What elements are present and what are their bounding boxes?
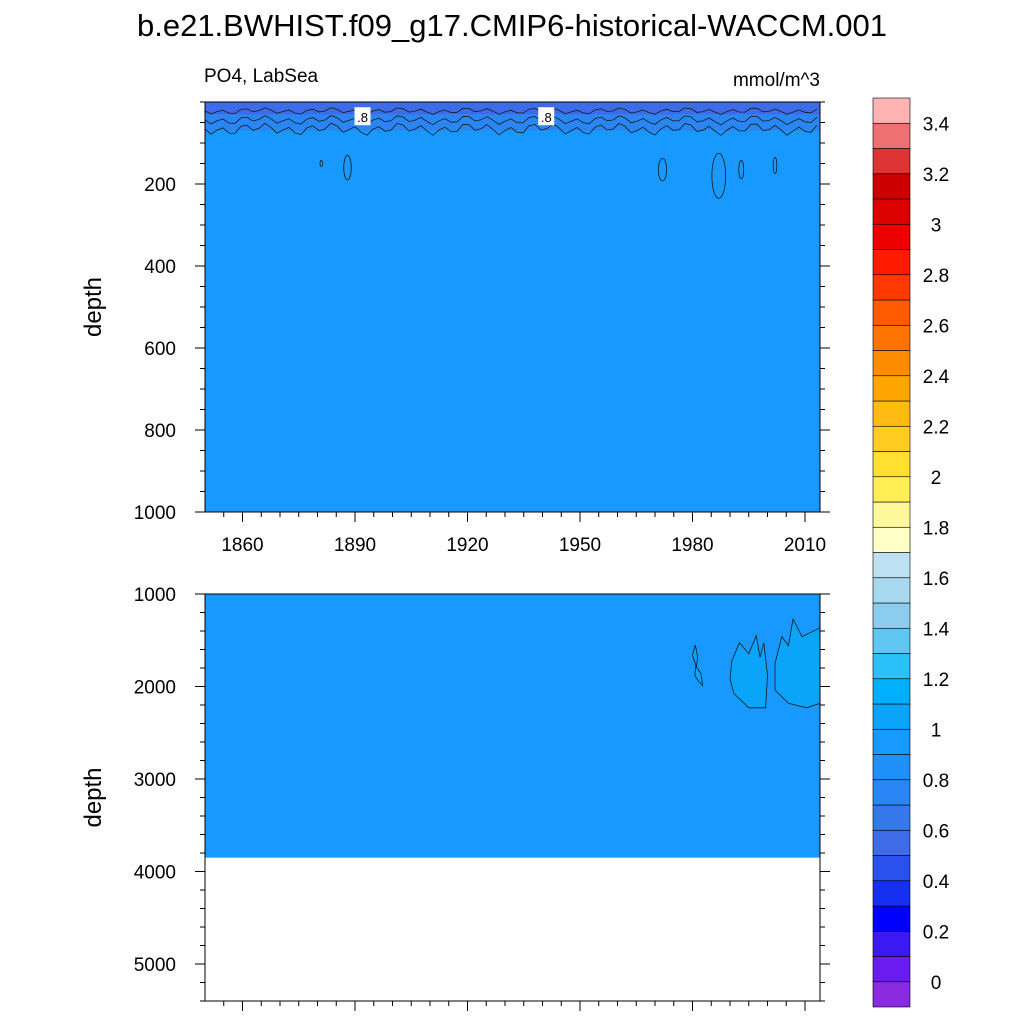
colorbar: 0 0.2 0.4 0.6 0.8 1 1.2 1.4 1.6 1.8 2 2.2 2.4 2.6 2.8 3… bbox=[872, 97, 950, 1008]
contour-line bbox=[204, 122, 818, 136]
figure-title: b.e21.BWHIST.f09_g17.CMIP6-historical-WA… bbox=[137, 8, 887, 43]
colorbar-swatch bbox=[872, 526, 911, 553]
colorbar-label: 1.2 bbox=[923, 670, 949, 691]
background-fill bbox=[205, 594, 820, 858]
colorbar-swatch bbox=[872, 299, 911, 326]
contour-pocket bbox=[692, 644, 704, 687]
units-label: mmol/m^3 bbox=[733, 70, 820, 91]
x-tick-label: 1980 bbox=[671, 535, 713, 556]
colorbar-label: 3.2 bbox=[923, 165, 949, 186]
y-tick-label: 200 bbox=[144, 175, 176, 196]
colorbar-swatch bbox=[872, 930, 911, 957]
colorbar-swatch bbox=[872, 173, 911, 200]
colorbar-swatch bbox=[872, 249, 911, 276]
contour-pocket bbox=[738, 160, 745, 180]
colorbar-swatch bbox=[872, 198, 911, 225]
colorbar-label: 1.6 bbox=[923, 569, 949, 590]
contour-pocket bbox=[711, 152, 727, 199]
colorbar-swatch bbox=[872, 627, 911, 654]
upper-y-axis-label: depth bbox=[80, 277, 107, 337]
colorbar-label: 3.4 bbox=[923, 114, 950, 135]
lower-y-axis-label: depth bbox=[80, 767, 107, 827]
x-tick-label: 2010 bbox=[784, 535, 826, 556]
colorbar-swatch bbox=[872, 400, 911, 427]
upper-panel: .8 .8 200 400 600 800 1000 1860 1890 1920 1950 1980… bbox=[80, 101, 830, 556]
contour-pocket bbox=[319, 160, 323, 167]
colorbar-swatch bbox=[872, 375, 911, 402]
y-tick-label: 4000 bbox=[134, 863, 176, 884]
colorbar-label: 2.8 bbox=[923, 266, 949, 287]
contour-label-box bbox=[538, 107, 555, 126]
colorbar-label: 0.4 bbox=[923, 872, 950, 893]
colorbar-swatch bbox=[872, 425, 911, 452]
colorbar-swatch bbox=[872, 880, 911, 907]
colorbar-swatch bbox=[872, 223, 911, 250]
colorbar-swatch bbox=[872, 905, 911, 932]
contour-pocket bbox=[343, 154, 352, 181]
contour-line-label: .8 bbox=[357, 110, 368, 125]
colorbar-label: 2.2 bbox=[923, 417, 949, 438]
colorbar-label: 1.8 bbox=[923, 518, 949, 539]
y-tick-label: 5000 bbox=[134, 955, 176, 976]
colorbar-swatch bbox=[872, 855, 911, 882]
background-fill bbox=[205, 102, 820, 512]
contour-pocket bbox=[774, 617, 821, 709]
colorbar-swatch bbox=[872, 274, 911, 301]
contour-line bbox=[204, 107, 818, 115]
y-tick-label: 1000 bbox=[134, 503, 176, 524]
colorbar-swatch bbox=[872, 122, 911, 149]
colorbar-swatch bbox=[872, 804, 911, 831]
y-tick-label: 600 bbox=[144, 339, 176, 360]
colorbar-swatch bbox=[872, 577, 911, 604]
colorbar-label: 2.4 bbox=[923, 367, 950, 388]
colorbar-swatch bbox=[872, 602, 911, 629]
y-tick-label: 3000 bbox=[134, 770, 176, 791]
colorbar-swatch bbox=[872, 653, 911, 680]
colorbar-label: 0.2 bbox=[923, 922, 949, 943]
contour-region bbox=[205, 102, 820, 115]
colorbar-swatch bbox=[872, 324, 911, 351]
colorbar-label: 3 bbox=[931, 215, 942, 236]
contour-pocket bbox=[729, 634, 768, 709]
colorbar-swatch bbox=[872, 981, 911, 1008]
lower-panel: 1000 2000 3000 4000 5000 depth bbox=[80, 585, 830, 1011]
x-tick-label: 1950 bbox=[559, 535, 601, 556]
variable-region-label: PO4, LabSea bbox=[204, 66, 319, 87]
colorbar-label: 0.8 bbox=[923, 771, 949, 792]
colorbar-swatch bbox=[872, 728, 911, 755]
colorbar-label: 2.6 bbox=[923, 316, 949, 337]
y-tick-label: 800 bbox=[144, 421, 176, 442]
colorbar-swatch bbox=[872, 451, 911, 478]
y-tick-label: 1000 bbox=[134, 585, 176, 606]
colorbar-swatch bbox=[872, 552, 911, 579]
colorbar-label: 0.6 bbox=[923, 821, 949, 842]
contour-pocket bbox=[658, 157, 667, 182]
colorbar-swatch bbox=[872, 678, 911, 705]
contour-pocket bbox=[772, 156, 778, 175]
colorbar-swatch bbox=[872, 350, 911, 377]
y-tick-label: 400 bbox=[144, 257, 176, 278]
colorbar-swatch bbox=[872, 97, 911, 124]
contour-line-label: .8 bbox=[541, 110, 552, 125]
x-tick-label: 1860 bbox=[221, 535, 263, 556]
x-tick-label: 1920 bbox=[446, 535, 488, 556]
colorbar-swatch bbox=[872, 956, 911, 983]
colorbar-swatch bbox=[872, 779, 911, 806]
colorbar-swatch bbox=[872, 148, 911, 175]
colorbar-label: 1 bbox=[931, 720, 942, 741]
colorbar-swatch bbox=[872, 754, 911, 781]
colorbar-swatch bbox=[872, 703, 911, 730]
colorbar-swatch bbox=[872, 501, 911, 528]
x-tick-label: 1890 bbox=[334, 535, 376, 556]
contour-label-box bbox=[354, 107, 371, 126]
y-tick-label: 2000 bbox=[134, 678, 176, 699]
colorbar-swatch bbox=[872, 476, 911, 503]
contour-line bbox=[204, 115, 818, 126]
colorbar-label: 0 bbox=[931, 973, 942, 994]
colorbar-swatch bbox=[872, 829, 911, 856]
colorbar-label: 2 bbox=[931, 468, 942, 489]
colorbar-label: 1.4 bbox=[923, 619, 950, 640]
